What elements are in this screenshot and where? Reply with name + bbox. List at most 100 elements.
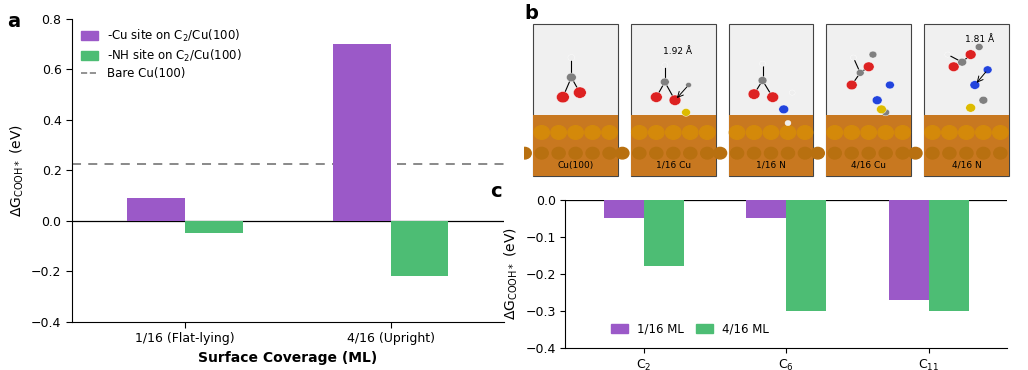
- Text: 1.92 Å: 1.92 Å: [663, 47, 692, 56]
- Circle shape: [616, 147, 629, 159]
- Circle shape: [976, 126, 991, 139]
- Circle shape: [958, 58, 966, 66]
- Circle shape: [682, 108, 691, 116]
- Circle shape: [869, 51, 877, 58]
- Circle shape: [567, 54, 575, 61]
- Circle shape: [567, 126, 583, 139]
- Legend: 1/16 ML, 4/16 ML: 1/16 ML, 4/16 ML: [607, 318, 774, 340]
- Circle shape: [785, 121, 791, 126]
- Circle shape: [864, 62, 874, 71]
- Circle shape: [945, 52, 951, 57]
- Circle shape: [552, 147, 565, 159]
- Circle shape: [965, 50, 976, 59]
- Circle shape: [763, 126, 779, 139]
- Circle shape: [909, 147, 922, 159]
- Text: 4/16 N: 4/16 N: [952, 161, 982, 170]
- Circle shape: [570, 147, 582, 159]
- Circle shape: [960, 147, 972, 159]
- Y-axis label: ΔG$_\mathregular{COOH*}$ (eV): ΔG$_\mathregular{COOH*}$ (eV): [503, 228, 520, 320]
- Circle shape: [882, 109, 889, 116]
- Circle shape: [731, 147, 743, 159]
- Circle shape: [979, 96, 988, 104]
- Bar: [391, 221, 448, 276]
- Circle shape: [780, 126, 796, 139]
- FancyBboxPatch shape: [924, 24, 1008, 176]
- Circle shape: [650, 147, 663, 159]
- Circle shape: [828, 126, 843, 139]
- Circle shape: [850, 55, 856, 60]
- Circle shape: [879, 147, 892, 159]
- Circle shape: [747, 147, 761, 159]
- Circle shape: [845, 147, 858, 159]
- Text: Cu(100): Cu(100): [557, 161, 594, 170]
- Circle shape: [765, 147, 777, 159]
- FancyBboxPatch shape: [729, 24, 813, 176]
- Circle shape: [574, 87, 586, 98]
- Circle shape: [872, 96, 882, 105]
- Circle shape: [790, 90, 796, 95]
- Circle shape: [844, 126, 859, 139]
- Text: a: a: [7, 13, 21, 31]
- Circle shape: [651, 92, 662, 102]
- FancyBboxPatch shape: [924, 115, 1008, 176]
- Circle shape: [861, 126, 877, 139]
- Circle shape: [585, 126, 600, 139]
- Text: c: c: [490, 182, 502, 201]
- Circle shape: [798, 126, 813, 139]
- Circle shape: [669, 95, 681, 105]
- FancyBboxPatch shape: [827, 24, 911, 176]
- Circle shape: [943, 147, 956, 159]
- Bar: [746, 200, 786, 218]
- Circle shape: [667, 147, 680, 159]
- Circle shape: [959, 126, 975, 139]
- Circle shape: [994, 147, 1006, 159]
- Circle shape: [993, 126, 1008, 139]
- Circle shape: [746, 126, 762, 139]
- FancyBboxPatch shape: [729, 115, 813, 176]
- Text: 1/16 Cu: 1/16 Cu: [656, 161, 691, 170]
- Circle shape: [631, 126, 647, 139]
- Text: b: b: [524, 4, 538, 23]
- Circle shape: [885, 81, 894, 89]
- FancyBboxPatch shape: [534, 115, 618, 176]
- Circle shape: [976, 44, 983, 50]
- Circle shape: [660, 78, 669, 86]
- Circle shape: [965, 104, 976, 112]
- Circle shape: [534, 126, 549, 139]
- Circle shape: [970, 81, 980, 90]
- Circle shape: [633, 147, 646, 159]
- Bar: [127, 198, 185, 221]
- Circle shape: [683, 126, 698, 139]
- Circle shape: [566, 73, 577, 82]
- FancyBboxPatch shape: [631, 24, 715, 176]
- Circle shape: [781, 147, 795, 159]
- Bar: [644, 200, 684, 266]
- Circle shape: [586, 147, 599, 159]
- Bar: [603, 200, 644, 218]
- Text: 1/16 N: 1/16 N: [756, 161, 786, 170]
- Circle shape: [877, 105, 886, 114]
- FancyBboxPatch shape: [827, 115, 911, 176]
- Circle shape: [767, 92, 778, 102]
- Circle shape: [926, 147, 939, 159]
- Bar: [185, 221, 243, 233]
- Circle shape: [925, 126, 941, 139]
- Circle shape: [556, 91, 570, 103]
- Circle shape: [856, 69, 865, 76]
- Circle shape: [701, 147, 713, 159]
- Circle shape: [536, 147, 548, 159]
- X-axis label: Surface Coverage (ML): Surface Coverage (ML): [198, 351, 377, 365]
- Circle shape: [977, 147, 990, 159]
- Circle shape: [601, 126, 617, 139]
- Bar: [786, 200, 827, 311]
- Circle shape: [748, 89, 760, 100]
- Circle shape: [758, 77, 767, 84]
- Circle shape: [862, 147, 875, 159]
- Legend: -Cu site on C$_\mathregular{2}$/Cu(100), -NH site on C$_\mathregular{2}$/Cu(100): -Cu site on C$_\mathregular{2}$/Cu(100),…: [78, 24, 246, 84]
- Circle shape: [895, 126, 911, 139]
- Y-axis label: ΔG$_\mathregular{COOH*}$ (eV): ΔG$_\mathregular{COOH*}$ (eV): [8, 124, 26, 216]
- Bar: [889, 200, 929, 300]
- Circle shape: [684, 147, 697, 159]
- Circle shape: [760, 61, 766, 66]
- Circle shape: [686, 83, 692, 88]
